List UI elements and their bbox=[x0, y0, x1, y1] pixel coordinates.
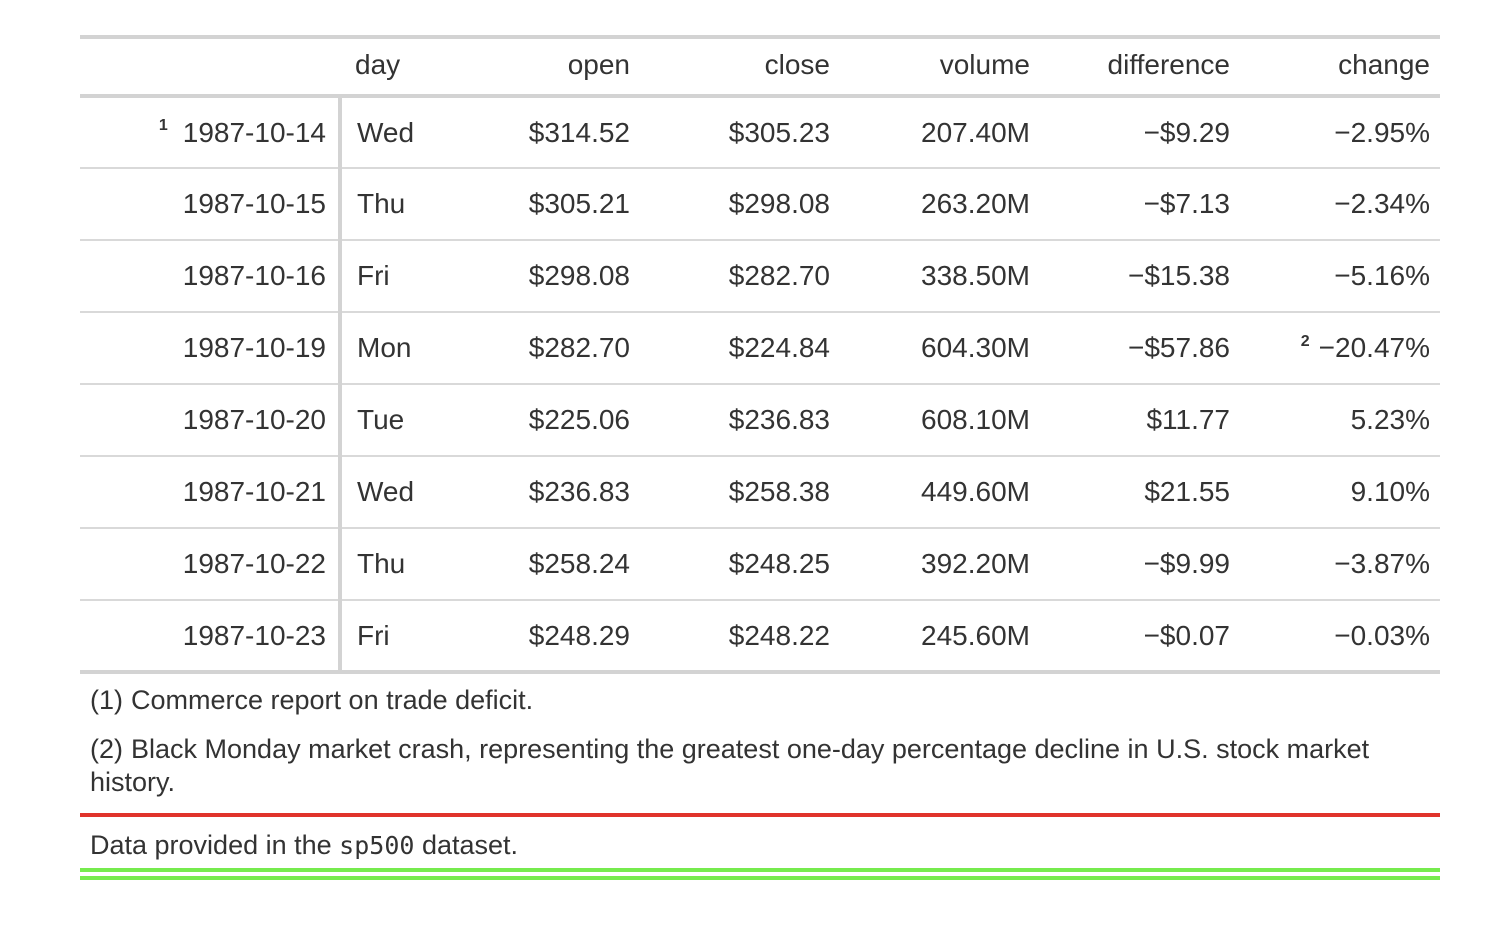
column-header-volume: volume bbox=[840, 37, 1040, 98]
column-header-difference: difference bbox=[1040, 37, 1240, 98]
cell-volume: 207.40M bbox=[840, 96, 1040, 169]
cell-date: 1987-10-19 bbox=[80, 312, 342, 385]
cell-close: $298.08 bbox=[640, 168, 840, 241]
cell-close: $258.38 bbox=[640, 456, 840, 529]
cell-open: $305.21 bbox=[440, 168, 640, 241]
cell-date: 1987-10-16 bbox=[80, 240, 342, 313]
cell-close: $282.70 bbox=[640, 240, 840, 313]
table-row: 1987-10-22 Thu $258.24 $248.25 392.20M −$9.99… bbox=[80, 528, 1440, 601]
column-header-day: day bbox=[340, 37, 440, 98]
footnote-1-text: Commerce report on trade deficit. bbox=[131, 685, 534, 715]
green-double-divider bbox=[80, 868, 1440, 880]
cell-date: 1987-10-23 bbox=[80, 600, 342, 674]
footnotes: (1) Commerce report on trade deficit. (2)… bbox=[80, 674, 1440, 801]
cell-close: $224.84 bbox=[640, 312, 840, 385]
cell-volume: 263.20M bbox=[840, 168, 1040, 241]
cell-day: Fri bbox=[340, 600, 440, 674]
cell-close: $248.25 bbox=[640, 528, 840, 601]
cell-day: Thu bbox=[340, 528, 440, 601]
cell-close: $305.23 bbox=[640, 96, 840, 169]
table-row: 1987-10-16 Fri $298.08 $282.70 338.50M −$15.3… bbox=[80, 240, 1440, 313]
cell-change: −2.95% bbox=[1240, 96, 1440, 169]
cell-open: $258.24 bbox=[440, 528, 640, 601]
footnote-1-label: (1) bbox=[90, 685, 123, 715]
cell-volume: 608.10M bbox=[840, 384, 1040, 457]
cell-difference: −$15.38 bbox=[1040, 240, 1240, 313]
cell-difference: $21.55 bbox=[1040, 456, 1240, 529]
table-row: 1987-10-20 Tue $225.06 $236.83 608.10M $11.77… bbox=[80, 384, 1440, 457]
cell-change: −0.03% bbox=[1240, 600, 1440, 674]
cell-change: −2.34% bbox=[1240, 168, 1440, 241]
cell-day: Tue bbox=[340, 384, 440, 457]
cell-change: 5.23% bbox=[1240, 384, 1440, 457]
cell-difference: −$0.07 bbox=[1040, 600, 1240, 674]
cell-day: Thu bbox=[340, 168, 440, 241]
cell-change: 9.10% bbox=[1240, 456, 1440, 529]
cell-difference: −$9.99 bbox=[1040, 528, 1240, 601]
footnote-2-text: Black Monday market crash, representing … bbox=[90, 734, 1370, 797]
dataset-name: sp500 bbox=[339, 831, 415, 860]
table-row: 1987-10-15 Thu $305.21 $298.08 263.20M −$7.13… bbox=[80, 168, 1440, 241]
cell-day: Wed bbox=[340, 96, 440, 169]
cell-open: $225.06 bbox=[440, 384, 640, 457]
cell-date: 1987-10-22 bbox=[80, 528, 342, 601]
footnote-mark: 2 bbox=[1300, 332, 1310, 350]
cell-close: $236.83 bbox=[640, 384, 840, 457]
cell-date: 1987-10-20 bbox=[80, 384, 342, 457]
column-header-change: change bbox=[1240, 37, 1440, 98]
cell-volume: 604.30M bbox=[840, 312, 1040, 385]
source-note: Data provided in the sp500 dataset. bbox=[80, 817, 1440, 868]
cell-date: 1987-10-21 bbox=[80, 456, 342, 529]
cell-difference: −$57.86 bbox=[1040, 312, 1240, 385]
table-row: 1987-10-23 Fri $248.29 $248.22 245.60M −$0.07… bbox=[80, 600, 1440, 674]
table-header: day open close volume difference change bbox=[80, 37, 1440, 98]
column-header-close: close bbox=[640, 37, 840, 98]
cell-open: $248.29 bbox=[440, 600, 640, 674]
cell-open: $282.70 bbox=[440, 312, 640, 385]
red-divider bbox=[80, 813, 1440, 817]
cell-open: $314.52 bbox=[440, 96, 640, 169]
footnote-2: (2) Black Monday market crash, representi… bbox=[80, 731, 1440, 801]
cell-volume: 392.20M bbox=[840, 528, 1040, 601]
footnote-2-label: (2) bbox=[90, 734, 123, 764]
cell-date: 1987-10-15 bbox=[80, 168, 342, 241]
column-header-open: open bbox=[440, 37, 640, 98]
table-body: 1 1987-10-14 Wed $314.52 $305.23 207.40M −$9.2… bbox=[80, 96, 1440, 674]
sp500-table: day open close volume difference change … bbox=[80, 35, 1440, 674]
cell-difference: −$9.29 bbox=[1040, 96, 1240, 169]
cell-volume: 245.60M bbox=[840, 600, 1040, 674]
cell-day: Fri bbox=[340, 240, 440, 313]
source-note-prefix: Data provided in the bbox=[90, 830, 340, 860]
header-row: day open close volume difference change bbox=[80, 37, 1440, 98]
cell-change: −5.16% bbox=[1240, 240, 1440, 313]
cell-volume: 338.50M bbox=[840, 240, 1040, 313]
footnote-mark: 1 bbox=[158, 117, 168, 135]
table-row: 1 1987-10-14 Wed $314.52 $305.23 207.40M −$9.2… bbox=[80, 96, 1440, 169]
page: day open close volume difference change … bbox=[80, 35, 1440, 880]
cell-day: Mon bbox=[340, 312, 440, 385]
cell-day: Wed bbox=[340, 456, 440, 529]
source-note-suffix: dataset. bbox=[414, 830, 519, 860]
cell-change: 2 −20.47% bbox=[1240, 312, 1440, 385]
cell-change: −3.87% bbox=[1240, 528, 1440, 601]
column-header-stub bbox=[80, 37, 340, 98]
cell-open: $298.08 bbox=[440, 240, 640, 313]
table-row: 1987-10-21 Wed $236.83 $258.38 449.60M $21.55… bbox=[80, 456, 1440, 529]
cell-difference: −$7.13 bbox=[1040, 168, 1240, 241]
cell-date: 1 1987-10-14 bbox=[80, 96, 342, 169]
cell-open: $236.83 bbox=[440, 456, 640, 529]
table-row: 1987-10-19 Mon $282.70 $224.84 604.30M −$57.8… bbox=[80, 312, 1440, 385]
footnote-1: (1) Commerce report on trade deficit. bbox=[80, 682, 1440, 719]
cell-difference: $11.77 bbox=[1040, 384, 1240, 457]
cell-volume: 449.60M bbox=[840, 456, 1040, 529]
cell-close: $248.22 bbox=[640, 600, 840, 674]
